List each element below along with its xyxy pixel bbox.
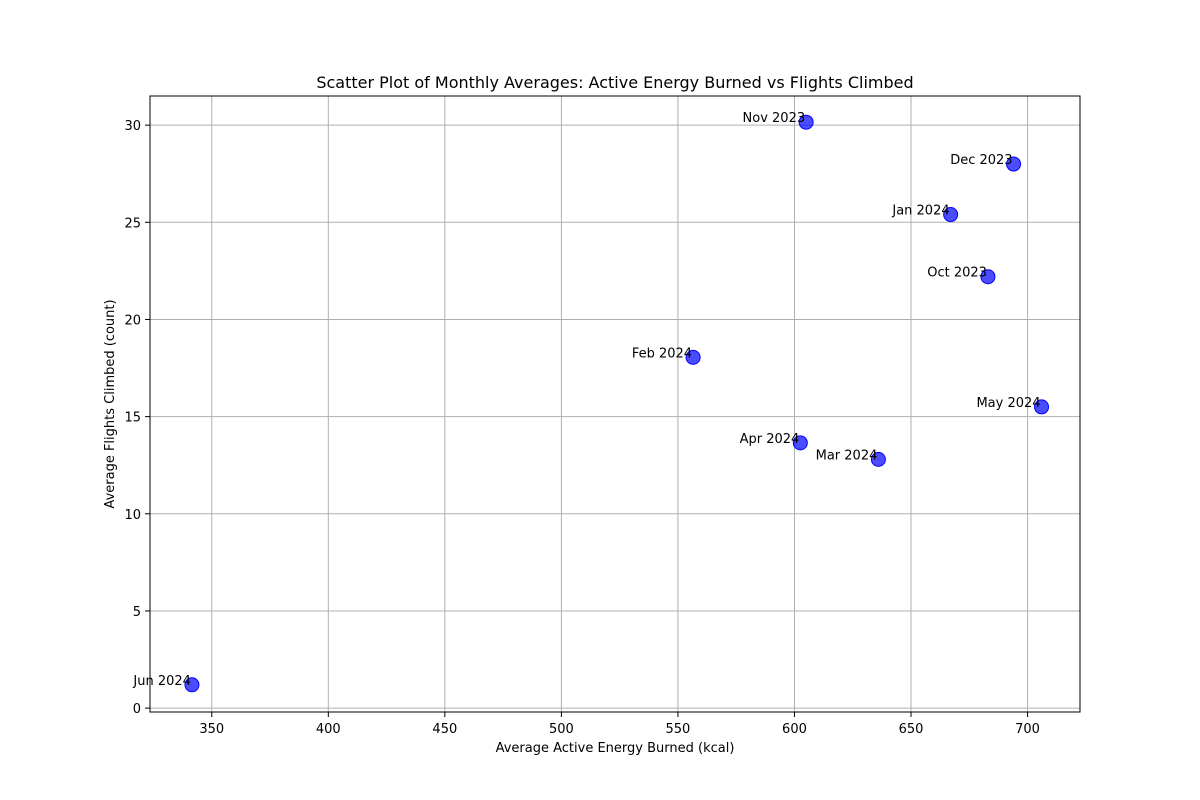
data-point-label: Feb 2024	[632, 346, 692, 361]
data-point-label: Dec 2023	[950, 153, 1012, 168]
x-axis-ticks: 350 400 450 500 550 600 650 700	[199, 712, 1040, 737]
data-point-label: Nov 2023	[743, 111, 806, 126]
data-point	[980, 269, 996, 285]
data-point	[184, 677, 200, 693]
data-point-label: Mar 2024	[816, 448, 878, 463]
data-point	[798, 114, 814, 130]
point-labels: Oct 2023 Nov 2023 Dec 2023 Jan 2024 Feb 2024…	[132, 111, 1040, 689]
data-point	[792, 435, 808, 451]
y-tick-label: 5	[133, 605, 141, 620]
plot-frame	[149, 95, 1081, 713]
grid-lines	[150, 96, 1080, 712]
x-tick-label: 600	[782, 722, 807, 737]
data-point	[870, 451, 886, 467]
x-tick-label: 650	[899, 722, 924, 737]
x-axis-label: Average Active Energy Burned (kcal)	[496, 741, 735, 756]
x-tick-label: 400	[316, 722, 341, 737]
data-point-label: Jun 2024	[132, 674, 191, 689]
y-tick-label: 25	[124, 216, 141, 231]
y-tick-label: 20	[124, 313, 141, 328]
data-point-label: Apr 2024	[740, 432, 800, 447]
data-point	[943, 207, 959, 223]
y-tick-label: 10	[124, 508, 141, 523]
x-tick-label: 700	[1015, 722, 1040, 737]
data-point-label: May 2024	[976, 396, 1040, 411]
x-tick-label: 350	[199, 722, 224, 737]
data-point	[1006, 156, 1022, 172]
data-point	[1034, 399, 1050, 415]
data-point	[685, 349, 701, 365]
y-axis-label: Average Flights Climbed (count)	[103, 299, 118, 508]
x-tick-label: 450	[432, 722, 457, 737]
chart-title: Scatter Plot of Monthly Averages: Active…	[316, 73, 913, 92]
data-point-label: Oct 2023	[927, 266, 987, 281]
x-tick-label: 500	[549, 722, 574, 737]
y-axis-ticks: 0 5 10 15 20 25 30	[124, 119, 150, 717]
y-tick-label: 15	[124, 411, 141, 426]
y-tick-label: 0	[133, 702, 141, 717]
data-points	[184, 114, 1050, 693]
y-tick-label: 30	[124, 119, 141, 134]
x-tick-label: 550	[666, 722, 691, 737]
data-point-label: Jan 2024	[891, 204, 949, 219]
